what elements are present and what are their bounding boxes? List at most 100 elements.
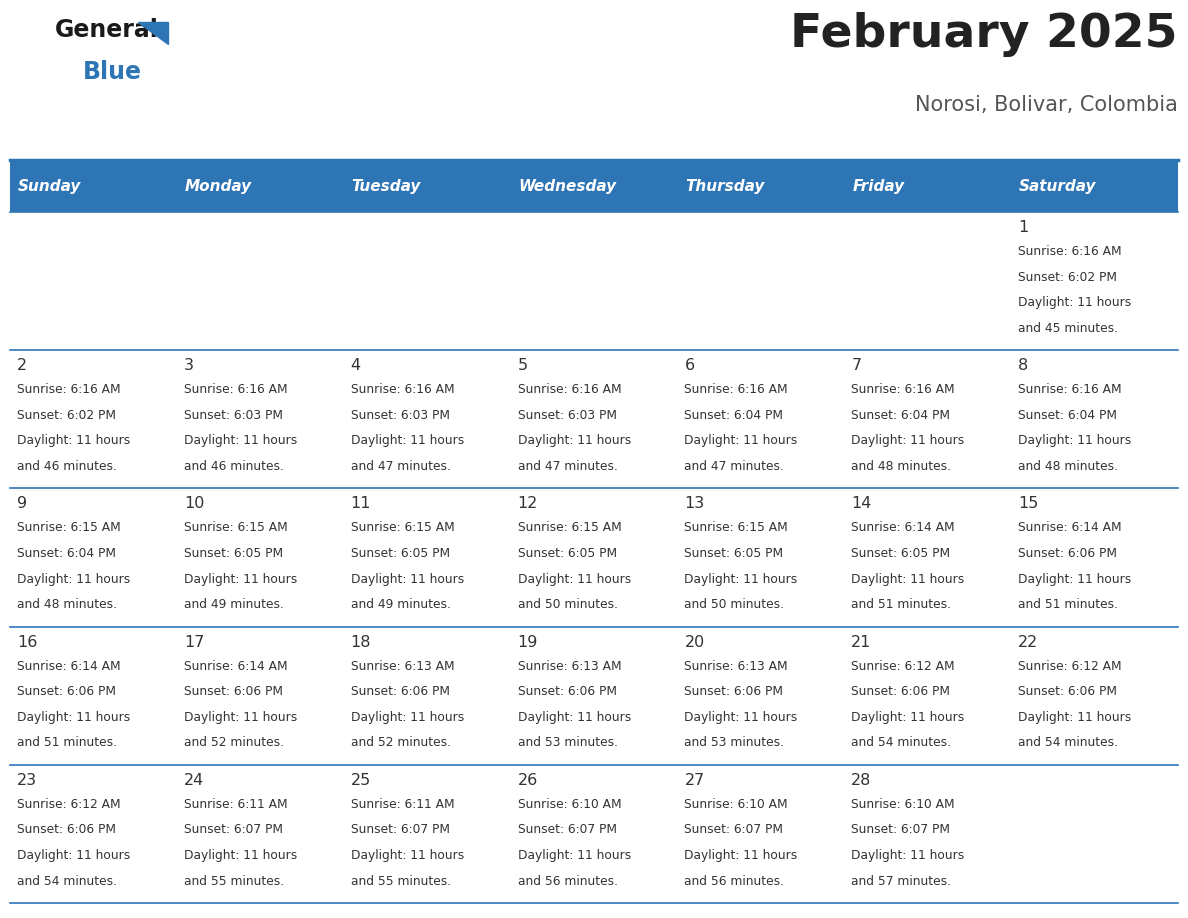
Text: 19: 19 bbox=[518, 634, 538, 650]
Bar bbox=[1011, 765, 1178, 903]
Text: and 51 minutes.: and 51 minutes. bbox=[17, 736, 116, 749]
Text: Sunset: 6:04 PM: Sunset: 6:04 PM bbox=[17, 547, 116, 560]
Text: Sunset: 6:02 PM: Sunset: 6:02 PM bbox=[17, 409, 116, 421]
Bar bbox=[1011, 212, 1178, 350]
Text: Sunrise: 6:10 AM: Sunrise: 6:10 AM bbox=[518, 798, 621, 811]
Text: Sunset: 6:06 PM: Sunset: 6:06 PM bbox=[1018, 685, 1117, 699]
Text: and 45 minutes.: and 45 minutes. bbox=[1018, 321, 1118, 335]
Text: Sunset: 6:04 PM: Sunset: 6:04 PM bbox=[1018, 409, 1117, 421]
Text: and 47 minutes.: and 47 minutes. bbox=[350, 460, 450, 473]
Text: Sunrise: 6:16 AM: Sunrise: 6:16 AM bbox=[350, 383, 454, 397]
Bar bbox=[511, 627, 677, 765]
Text: and 51 minutes.: and 51 minutes. bbox=[852, 599, 952, 611]
Text: 27: 27 bbox=[684, 773, 704, 788]
Bar bbox=[343, 488, 511, 627]
Text: Daylight: 11 hours: Daylight: 11 hours bbox=[684, 434, 797, 447]
Text: 3: 3 bbox=[184, 358, 194, 374]
Text: Sunrise: 6:16 AM: Sunrise: 6:16 AM bbox=[184, 383, 287, 397]
Text: 28: 28 bbox=[852, 773, 872, 788]
Bar bbox=[1011, 350, 1178, 488]
Text: 21: 21 bbox=[852, 634, 872, 650]
Text: 4: 4 bbox=[350, 358, 361, 374]
Text: Sunrise: 6:15 AM: Sunrise: 6:15 AM bbox=[17, 521, 121, 534]
Bar bbox=[343, 212, 511, 350]
Text: and 48 minutes.: and 48 minutes. bbox=[17, 599, 116, 611]
Text: Daylight: 11 hours: Daylight: 11 hours bbox=[684, 711, 797, 723]
Text: Sunrise: 6:13 AM: Sunrise: 6:13 AM bbox=[518, 660, 621, 673]
Text: Sunset: 6:07 PM: Sunset: 6:07 PM bbox=[518, 823, 617, 836]
Text: Sunset: 6:07 PM: Sunset: 6:07 PM bbox=[684, 823, 783, 836]
Text: Sunrise: 6:16 AM: Sunrise: 6:16 AM bbox=[852, 383, 955, 397]
Text: 1: 1 bbox=[1018, 220, 1029, 235]
Text: and 52 minutes.: and 52 minutes. bbox=[350, 736, 450, 749]
Text: 22: 22 bbox=[1018, 634, 1038, 650]
Text: Daylight: 11 hours: Daylight: 11 hours bbox=[852, 434, 965, 447]
Bar bbox=[177, 765, 343, 903]
Text: and 53 minutes.: and 53 minutes. bbox=[684, 736, 784, 749]
Text: Sunset: 6:06 PM: Sunset: 6:06 PM bbox=[17, 685, 116, 699]
Text: 7: 7 bbox=[852, 358, 861, 374]
Text: Daylight: 11 hours: Daylight: 11 hours bbox=[518, 711, 631, 723]
Text: Sunset: 6:06 PM: Sunset: 6:06 PM bbox=[1018, 547, 1117, 560]
Text: Sunset: 6:03 PM: Sunset: 6:03 PM bbox=[184, 409, 283, 421]
Text: Daylight: 11 hours: Daylight: 11 hours bbox=[1018, 711, 1131, 723]
Text: and 54 minutes.: and 54 minutes. bbox=[17, 875, 116, 888]
Text: Sunset: 6:06 PM: Sunset: 6:06 PM bbox=[17, 823, 116, 836]
Text: Sunrise: 6:14 AM: Sunrise: 6:14 AM bbox=[17, 660, 121, 673]
Text: Sunrise: 6:14 AM: Sunrise: 6:14 AM bbox=[1018, 521, 1121, 534]
Text: and 48 minutes.: and 48 minutes. bbox=[1018, 460, 1118, 473]
Bar bbox=[845, 627, 1011, 765]
Bar bbox=[1011, 627, 1178, 765]
Bar bbox=[10, 765, 177, 903]
Text: Sunset: 6:04 PM: Sunset: 6:04 PM bbox=[852, 409, 950, 421]
Text: General: General bbox=[55, 18, 159, 42]
Text: Norosi, Bolivar, Colombia: Norosi, Bolivar, Colombia bbox=[915, 95, 1178, 115]
Bar bbox=[10, 212, 177, 350]
Text: and 52 minutes.: and 52 minutes. bbox=[184, 736, 284, 749]
Text: Daylight: 11 hours: Daylight: 11 hours bbox=[17, 711, 131, 723]
Text: Daylight: 11 hours: Daylight: 11 hours bbox=[518, 573, 631, 586]
Text: Blue: Blue bbox=[83, 60, 143, 84]
Text: 5: 5 bbox=[518, 358, 527, 374]
Text: Sunrise: 6:11 AM: Sunrise: 6:11 AM bbox=[350, 798, 454, 811]
Text: 24: 24 bbox=[184, 773, 204, 788]
Text: Sunset: 6:02 PM: Sunset: 6:02 PM bbox=[1018, 271, 1117, 284]
Text: Daylight: 11 hours: Daylight: 11 hours bbox=[1018, 297, 1131, 309]
Bar bbox=[343, 765, 511, 903]
Text: and 57 minutes.: and 57 minutes. bbox=[852, 875, 952, 888]
Text: Sunset: 6:06 PM: Sunset: 6:06 PM bbox=[184, 685, 283, 699]
Text: Daylight: 11 hours: Daylight: 11 hours bbox=[350, 849, 465, 862]
Text: and 55 minutes.: and 55 minutes. bbox=[184, 875, 284, 888]
Text: Tuesday: Tuesday bbox=[352, 178, 421, 194]
Bar bbox=[511, 160, 677, 212]
Bar bbox=[677, 627, 845, 765]
Text: and 56 minutes.: and 56 minutes. bbox=[518, 875, 618, 888]
Text: Sunset: 6:07 PM: Sunset: 6:07 PM bbox=[350, 823, 450, 836]
Bar bbox=[177, 160, 343, 212]
Text: Sunrise: 6:16 AM: Sunrise: 6:16 AM bbox=[1018, 245, 1121, 258]
Bar bbox=[511, 212, 677, 350]
Bar bbox=[10, 488, 177, 627]
Text: and 46 minutes.: and 46 minutes. bbox=[17, 460, 116, 473]
Bar bbox=[511, 765, 677, 903]
Text: Sunrise: 6:11 AM: Sunrise: 6:11 AM bbox=[184, 798, 287, 811]
Text: Daylight: 11 hours: Daylight: 11 hours bbox=[518, 849, 631, 862]
Text: Sunset: 6:07 PM: Sunset: 6:07 PM bbox=[184, 823, 283, 836]
Text: Sunset: 6:05 PM: Sunset: 6:05 PM bbox=[518, 547, 617, 560]
Text: 25: 25 bbox=[350, 773, 371, 788]
Bar bbox=[511, 350, 677, 488]
Text: 6: 6 bbox=[684, 358, 695, 374]
Text: 11: 11 bbox=[350, 497, 371, 511]
Bar bbox=[1011, 488, 1178, 627]
Text: 17: 17 bbox=[184, 634, 204, 650]
Text: 13: 13 bbox=[684, 497, 704, 511]
Text: and 50 minutes.: and 50 minutes. bbox=[518, 599, 618, 611]
Text: Sunrise: 6:12 AM: Sunrise: 6:12 AM bbox=[1018, 660, 1121, 673]
Text: Sunset: 6:05 PM: Sunset: 6:05 PM bbox=[350, 547, 450, 560]
Text: February 2025: February 2025 bbox=[790, 12, 1178, 57]
Text: and 49 minutes.: and 49 minutes. bbox=[184, 599, 284, 611]
Text: and 48 minutes.: and 48 minutes. bbox=[852, 460, 952, 473]
Text: Daylight: 11 hours: Daylight: 11 hours bbox=[184, 711, 297, 723]
Text: Daylight: 11 hours: Daylight: 11 hours bbox=[852, 711, 965, 723]
Text: Daylight: 11 hours: Daylight: 11 hours bbox=[184, 434, 297, 447]
